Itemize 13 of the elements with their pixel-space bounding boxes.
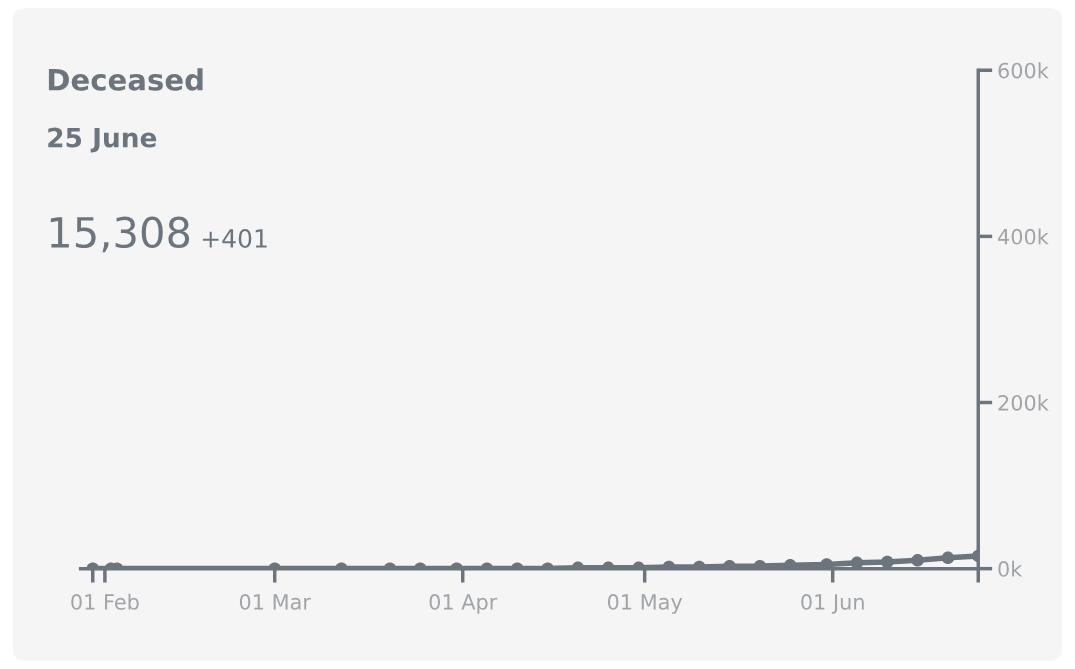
y-tick-label: 400k <box>998 228 1049 245</box>
x-tick-label: 01 Apr <box>429 594 498 614</box>
annotation: 15,308 <box>50 216 190 253</box>
chart-title: Deceased <box>48 68 203 91</box>
annotation: +401 <box>202 228 267 248</box>
y-tick-label: 600k <box>998 62 1049 79</box>
text: 25 June <box>48 127 157 153</box>
x-tick-label: 01 Feb <box>71 593 139 610</box>
y-tick-label: 200k <box>998 394 1049 411</box>
x-tick-label: 01 Mar <box>239 594 311 610</box>
x-tick-label: 01 Jun <box>801 594 864 614</box>
x-tick-label: 01 May <box>607 594 683 614</box>
y-tick-label: 0k <box>998 560 1023 577</box>
